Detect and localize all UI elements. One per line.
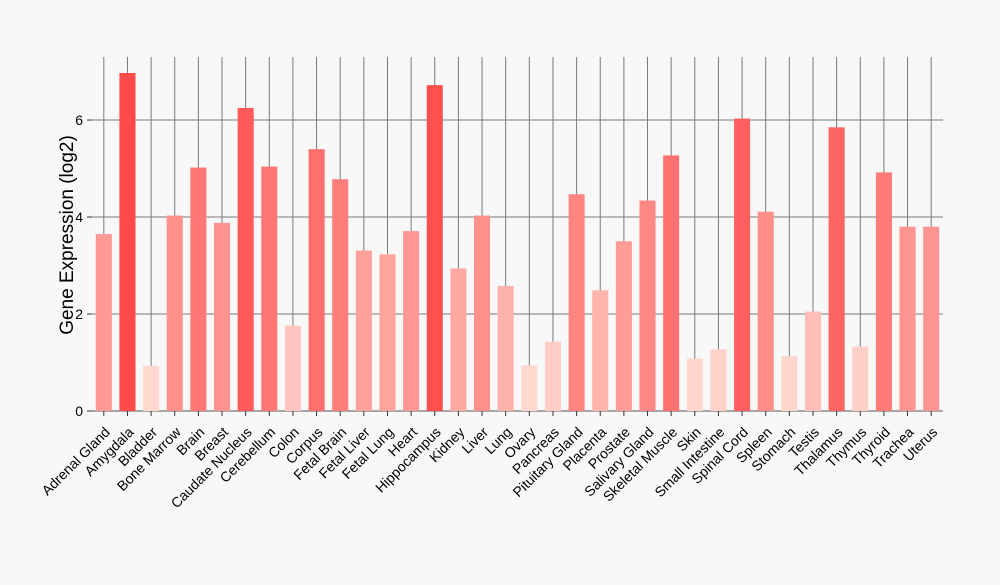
- bar-heart: [403, 231, 420, 411]
- bar-caudate-nucleus: [237, 107, 254, 411]
- bar-skin: [686, 358, 703, 411]
- bar-kidney: [450, 268, 467, 411]
- bar-testis: [804, 311, 822, 411]
- bar-thalamus: [828, 127, 845, 412]
- bar-small-intestine: [710, 349, 727, 411]
- bar-hippocampus: [426, 85, 443, 411]
- bars: [95, 73, 940, 412]
- y-tick-label: 0: [75, 403, 83, 419]
- bar-skeletal-muscle: [663, 155, 680, 411]
- y-tick-label: 2: [75, 306, 83, 322]
- bar-fetal-brain: [332, 179, 349, 411]
- bar-brain: [190, 167, 207, 411]
- bar-colon: [284, 325, 301, 411]
- bar-thyroid: [875, 172, 892, 411]
- y-axis-label: Gene Expression (log2): [57, 135, 78, 335]
- axes: [87, 119, 943, 416]
- bar-pituitary-gland: [568, 194, 585, 411]
- bar-prostate: [615, 241, 632, 411]
- bar-bone-marrow: [166, 215, 183, 411]
- bar-breast: [213, 222, 231, 411]
- bar-ovary: [521, 365, 538, 411]
- bar-spleen: [757, 211, 774, 411]
- bar-trachea: [899, 226, 916, 411]
- bar-spinal-cord: [734, 118, 751, 411]
- bar-uterus: [923, 226, 940, 411]
- y-tick-label: 6: [75, 112, 83, 128]
- bar-adrenal-gland: [95, 234, 112, 411]
- bar-salivary-gland: [639, 200, 656, 411]
- bar-fetal-liver: [355, 250, 372, 411]
- bar-cerebellum: [261, 166, 278, 411]
- bar-liver: [474, 215, 491, 411]
- bar-thymus: [852, 346, 869, 411]
- bar-fetal-lung: [379, 254, 396, 411]
- bar-lung: [497, 285, 514, 411]
- bar-stomach: [781, 356, 798, 411]
- y-tick-label: 4: [75, 209, 83, 225]
- bar-bladder: [143, 365, 160, 411]
- bar-placenta: [592, 290, 609, 411]
- bar-corpus: [308, 149, 325, 411]
- bar-amygdala: [119, 73, 136, 411]
- bar-pancreas: [544, 341, 561, 411]
